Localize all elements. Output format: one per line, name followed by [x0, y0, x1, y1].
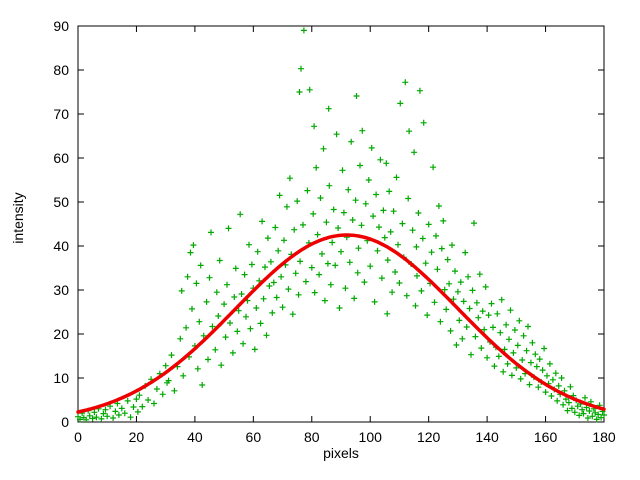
x-tick-label: 140: [475, 429, 499, 445]
y-tick-label: 30: [53, 282, 69, 298]
y-tick-label: 50: [53, 194, 69, 210]
y-tick-label: 0: [61, 414, 69, 430]
y-tick-label: 80: [53, 62, 69, 78]
x-tick-label: 180: [592, 429, 616, 445]
x-tick-label: 60: [246, 429, 262, 445]
fit-curve: [76, 233, 606, 414]
plot-frame: [77, 25, 605, 423]
y-tick-label: 40: [53, 238, 69, 254]
y-tick-label: 60: [53, 150, 69, 166]
x-tick-label: 120: [417, 429, 441, 445]
y-axis-label: intensity: [10, 192, 26, 244]
x-tick-label: 20: [129, 429, 145, 445]
y-tick-label: 20: [53, 326, 69, 342]
x-tick-label: 100: [359, 429, 383, 445]
x-tick-label: 160: [534, 429, 558, 445]
x-tick-label: 80: [304, 429, 320, 445]
y-tick-label: 90: [53, 18, 69, 34]
x-axis-label: pixels: [323, 445, 359, 461]
y-tick-label: 10: [53, 370, 69, 386]
x-tick-label: 40: [187, 429, 203, 445]
scatter-points: [75, 27, 607, 423]
x-tick-label: 0: [74, 429, 82, 445]
y-tick-label: 70: [53, 106, 69, 122]
